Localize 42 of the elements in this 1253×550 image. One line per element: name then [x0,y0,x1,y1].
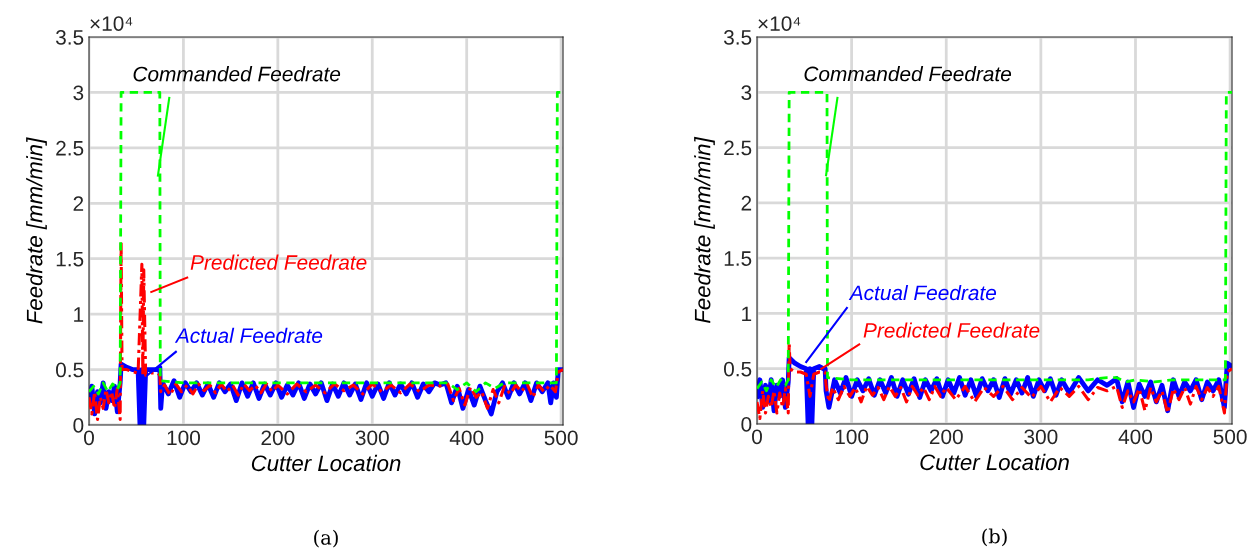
text: ×10⁴ [90,16,133,31]
x-axis-title: Cutter Location [251,454,401,472]
x-axis-title: Cutter Location [920,453,1069,471]
text: (a) [314,529,338,548]
x-tick-label: 0 [84,430,94,446]
x-tick-label: 500 [544,430,578,446]
y-tick-label: 3 [741,85,752,101]
text: (b) [982,528,1007,547]
y-tick-label: 0 [73,418,84,433]
x-tick-label: 500 [1213,429,1247,445]
x-tick-label: 400 [1118,429,1153,445]
series-label: Actual Feedrate [174,327,323,344]
x-tick-label: 0 [752,429,762,445]
y-tick-label: 1 [74,307,84,322]
y-tick-label: 3.5 [55,30,84,45]
y-tick-label: 2.5 [56,140,84,156]
text: Predicted Feedrate [863,322,1040,338]
y-tick-label: 1 [742,306,752,321]
series-label: Commanded Feedrate [133,66,341,82]
y-tick-label: 0.5 [723,361,752,377]
x-tick-label: 100 [835,429,869,445]
text: Predicted Feedrate [190,254,367,270]
x-tick-label: 200 [929,429,963,445]
y-axis-title: Feedrate [mm/min] [26,137,47,324]
x-tick-label: 400 [449,430,484,446]
y-tick-label: 2 [73,196,84,211]
y-tick-label: 3 [73,85,84,101]
y-tick-label: 1.5 [724,251,752,266]
y-tick-label: 2 [741,195,752,211]
y-tick-label: 1.5 [56,251,84,267]
x-tick-label: 200 [261,430,295,446]
y-tick-label: 3.5 [723,30,752,45]
series-label: Commanded Feedrate [804,65,1012,82]
y-tick-label: 0 [741,417,752,432]
x-tick-label: 300 [1024,429,1058,445]
x-tick-label: 100 [167,430,200,446]
y-axis-title: Feedrate [mm/min] [694,136,715,324]
x-tick-label: 300 [355,430,389,446]
y-tick-label: 0.5 [55,362,84,378]
text: Actual Feedrate [848,284,997,301]
y-tick-label: 2.5 [724,140,752,156]
text: ×10⁴ [758,16,801,31]
